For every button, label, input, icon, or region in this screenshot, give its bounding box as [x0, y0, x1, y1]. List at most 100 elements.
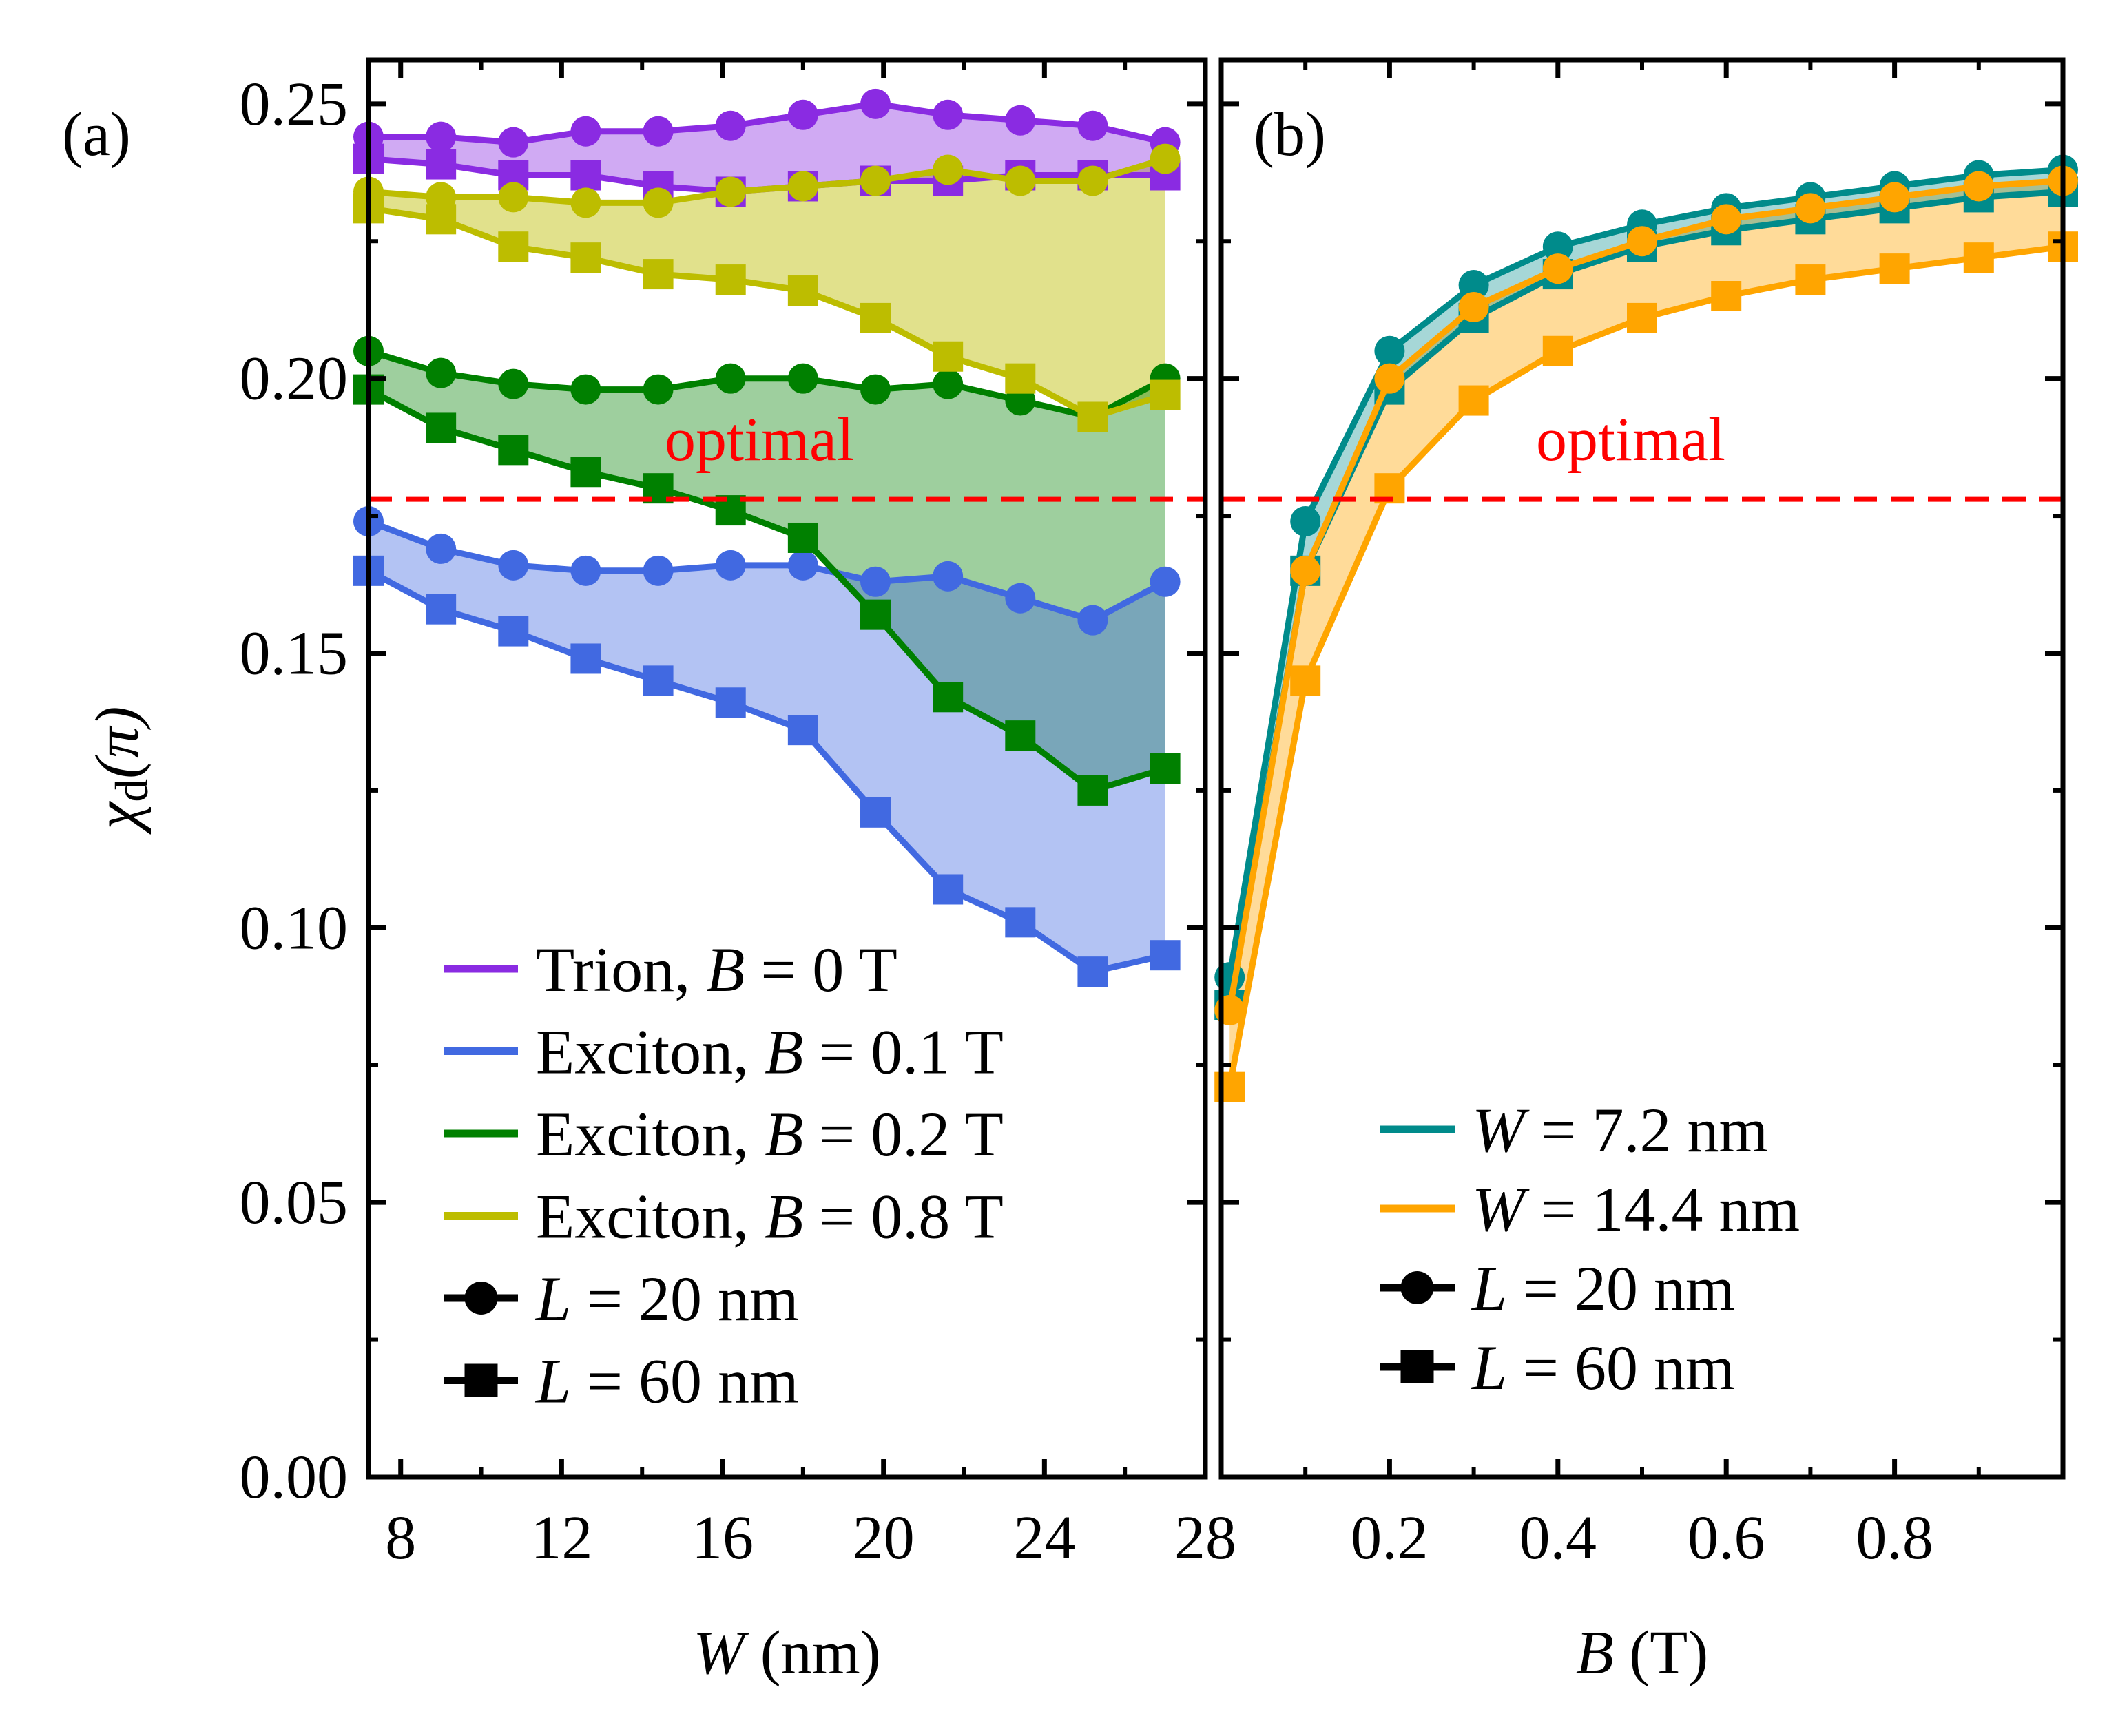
- legend: Trion, B = 0 T Exciton, B = 0.1 T Exciton,…: [444, 934, 1004, 1416]
- data-point-circle: [426, 533, 457, 564]
- data-point-square: [933, 682, 964, 713]
- data-point-circle: [570, 187, 601, 218]
- data-point-square: [1290, 665, 1321, 696]
- legend-entry: Trion, B = 0 T: [444, 934, 897, 1005]
- series-b08-square: [353, 193, 1181, 432]
- data-point-circle: [860, 566, 891, 597]
- legend-entry: W = 14.4 nm: [1380, 1174, 1800, 1244]
- data-point-square: [1077, 775, 1108, 806]
- data-point-circle: [1077, 165, 1108, 196]
- data-point-circle: [1374, 363, 1405, 394]
- legend-entry: L = 20 nm: [1380, 1253, 1735, 1324]
- legend-entry: W = 7.2 nm: [1380, 1095, 1768, 1165]
- x-tick-label: 0.6: [1688, 1504, 1765, 1572]
- data-point-circle: [1711, 204, 1742, 235]
- data-point-circle: [1005, 105, 1036, 136]
- data-point-square: [1458, 385, 1489, 416]
- data-point-circle: [933, 561, 964, 592]
- x-axis-label: W (nm): [693, 1619, 880, 1687]
- data-point-circle: [1795, 193, 1826, 224]
- data-point-circle: [1542, 231, 1573, 262]
- fill-band-b02: [369, 351, 1165, 791]
- data-point-circle: [498, 182, 529, 213]
- y-tick-label: 0.20: [240, 345, 349, 413]
- data-point-square: [787, 715, 818, 746]
- data-point-circle: [715, 363, 746, 394]
- data-point-circle: [498, 368, 529, 399]
- fill-band-w144: [1229, 180, 2063, 1087]
- data-point-circle: [1290, 555, 1321, 586]
- data-point-circle: [1542, 253, 1573, 284]
- data-point-square: [643, 259, 674, 290]
- data-point-circle: [1005, 165, 1036, 196]
- legend-label: L = 60 nm: [534, 1346, 799, 1416]
- data-point-square: [498, 616, 529, 647]
- legend: W = 7.2 nm W = 14.4 nm L = 20 nm L = 60 nm: [1380, 1095, 1800, 1403]
- data-point-square: [426, 149, 457, 180]
- data-point-circle: [1290, 506, 1321, 537]
- data-point-square: [570, 643, 601, 674]
- plot-area: [353, 88, 1181, 987]
- data-point-square: [426, 204, 457, 235]
- x-axis-label: B (T): [1576, 1619, 1708, 1687]
- legend-marker-circle: [464, 1282, 498, 1315]
- data-point-square: [1879, 253, 1910, 284]
- data-point-circle: [715, 176, 746, 207]
- x-tick-label: 0.8: [1856, 1504, 1933, 1572]
- data-point-square: [933, 341, 964, 372]
- legend-label: L = 20 nm: [534, 1264, 799, 1334]
- data-point-circle: [570, 555, 601, 586]
- data-point-square: [933, 874, 964, 905]
- data-point-square: [1963, 242, 1994, 273]
- y-tick-label: 0.10: [240, 894, 349, 962]
- legend-entry: L = 20 nm: [444, 1264, 799, 1334]
- x-tick-label: 0.4: [1519, 1504, 1597, 1572]
- panel-a: optimal 0.00 0.05 0.10 0.15 0.20 0.25 8 12 16 20 24…: [62, 57, 1236, 1687]
- data-point-square: [1077, 401, 1108, 432]
- legend-entry: Exciton, B = 0.8 T: [444, 1182, 1004, 1252]
- data-point-square: [1077, 956, 1108, 987]
- x-tick-label: 12: [530, 1504, 592, 1572]
- data-point-circle: [498, 550, 529, 581]
- data-point-square: [1150, 940, 1181, 971]
- data-point-square: [426, 412, 457, 443]
- legend-entry: L = 60 nm: [1380, 1332, 1735, 1403]
- data-point-circle: [643, 555, 674, 586]
- data-point-circle: [426, 121, 457, 152]
- data-point-circle: [787, 171, 818, 202]
- data-point-square: [860, 599, 891, 630]
- data-point-square: [1711, 281, 1742, 311]
- y-tick-label: 0.05: [240, 1169, 349, 1237]
- fill-band-b01: [369, 521, 1165, 972]
- legend-marker-square: [464, 1363, 498, 1397]
- data-point-circle: [787, 550, 818, 581]
- legend-marker-square: [1400, 1350, 1434, 1383]
- y-tick-label: 0.00: [240, 1443, 349, 1512]
- data-point-square: [498, 231, 529, 262]
- x-tick-label: 24: [1013, 1504, 1075, 1572]
- data-point-circle: [787, 99, 818, 130]
- series-w144-square: [1214, 231, 2078, 1102]
- data-point-square: [860, 797, 891, 828]
- data-point-square: [570, 457, 601, 488]
- data-point-circle: [1458, 270, 1489, 301]
- data-point-circle: [933, 368, 964, 399]
- legend-entry: Exciton, B = 0.1 T: [444, 1017, 1004, 1087]
- plot-frame: [366, 57, 1208, 1480]
- data-point-square: [426, 594, 457, 625]
- data-point-square: [643, 665, 674, 696]
- data-point-circle: [787, 363, 818, 394]
- data-point-square: [715, 687, 746, 718]
- data-point-circle: [860, 165, 891, 196]
- x-tick-label: 16: [692, 1504, 754, 1572]
- panel-label: (b): [1254, 101, 1326, 169]
- legend-label: Exciton, B = 0.2 T: [536, 1099, 1004, 1169]
- data-point-circle: [1458, 291, 1489, 322]
- data-point-circle: [860, 374, 891, 405]
- data-point-circle: [1879, 182, 1910, 213]
- data-point-square: [1005, 907, 1036, 938]
- data-point-circle: [426, 357, 457, 388]
- legend-label: Exciton, B = 0.1 T: [536, 1017, 1004, 1087]
- legend-label: W = 14.4 nm: [1472, 1174, 1800, 1244]
